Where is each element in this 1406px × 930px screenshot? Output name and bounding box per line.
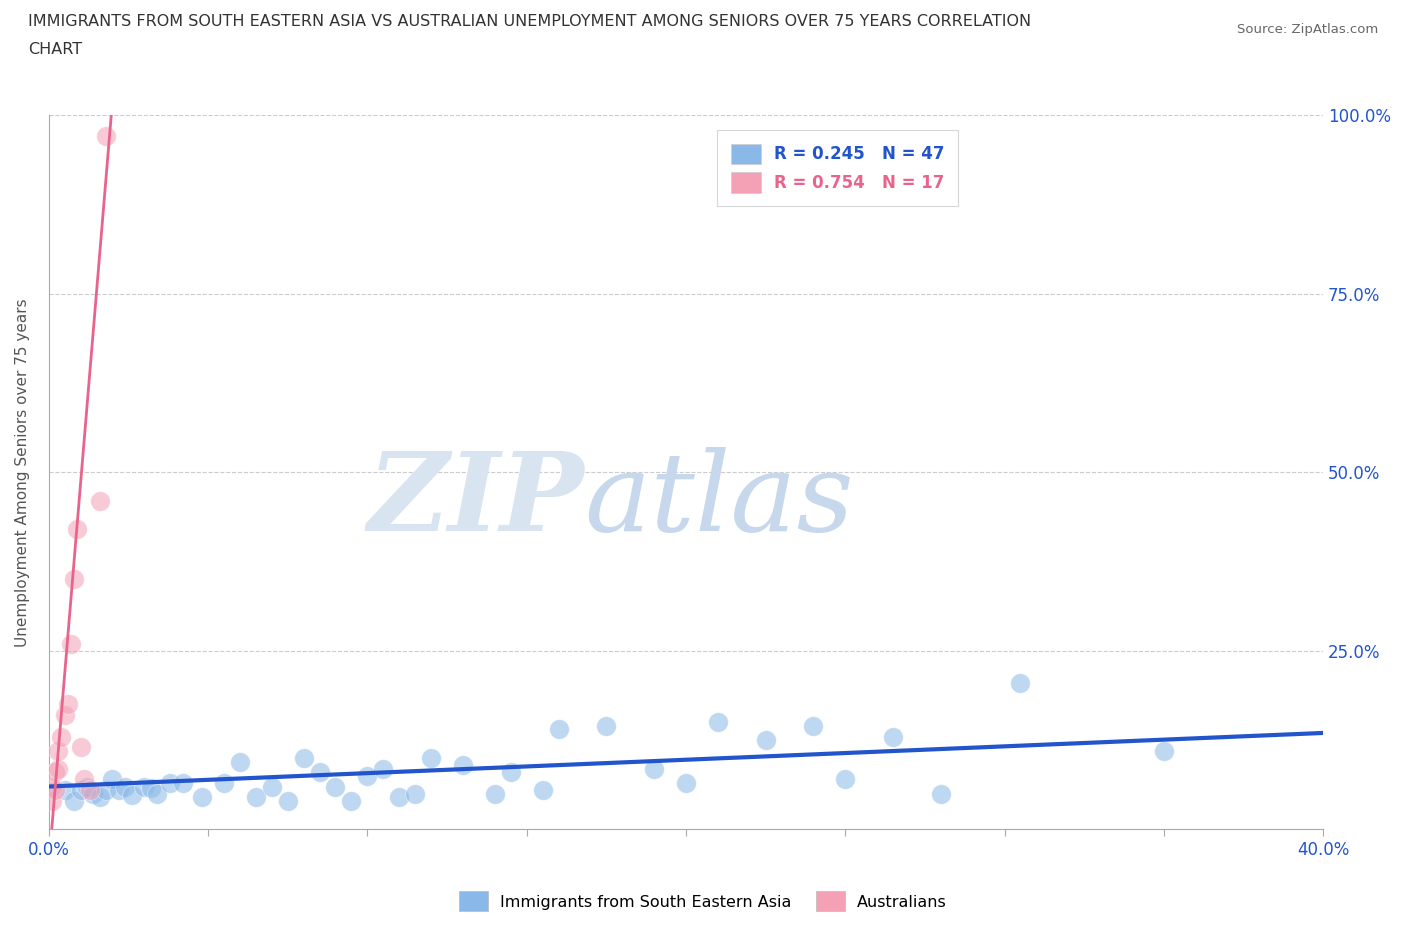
Point — [41, 793, 63, 808]
Point — [101, 772, 124, 787]
Point — [260, 779, 283, 794]
Y-axis label: Unemployment Among Seniors over 75 years: Unemployment Among Seniors over 75 years — [15, 298, 30, 646]
Point — [643, 762, 665, 777]
Text: atlas: atlas — [583, 447, 853, 554]
Point — [63, 793, 86, 808]
Point — [139, 780, 162, 795]
Point — [94, 783, 117, 798]
Point — [308, 764, 330, 779]
Point — [41, 779, 63, 794]
Point — [803, 718, 825, 733]
Point — [245, 790, 267, 804]
Point — [134, 779, 156, 794]
Point — [121, 788, 143, 803]
Point — [146, 786, 169, 801]
Text: CHART: CHART — [28, 42, 82, 57]
Point — [44, 783, 66, 798]
Point — [340, 793, 363, 808]
Point — [69, 783, 91, 798]
Point — [356, 768, 378, 783]
Point — [547, 722, 569, 737]
Point — [56, 697, 79, 711]
Text: ZIP: ZIP — [367, 447, 583, 554]
Point — [79, 783, 101, 798]
Point — [69, 739, 91, 754]
Point — [707, 715, 730, 730]
Point — [89, 790, 111, 804]
Point — [388, 790, 411, 804]
Point — [404, 786, 426, 801]
Point — [595, 718, 617, 733]
Point — [114, 779, 136, 794]
Point — [190, 790, 212, 804]
Point — [82, 786, 104, 801]
Point — [212, 776, 235, 790]
Point — [834, 772, 856, 787]
Point — [277, 793, 299, 808]
Point — [76, 779, 98, 794]
Point — [108, 783, 131, 798]
Point — [292, 751, 315, 765]
Point — [929, 786, 952, 801]
Point — [46, 762, 69, 777]
Text: Source: ZipAtlas.com: Source: ZipAtlas.com — [1237, 23, 1378, 36]
Point — [451, 758, 474, 773]
Point — [325, 779, 347, 794]
Point — [1153, 743, 1175, 758]
Point — [51, 729, 73, 744]
Point — [73, 772, 96, 787]
Point — [66, 522, 89, 537]
Point — [172, 776, 194, 790]
Point — [882, 729, 904, 744]
Legend: R = 0.245   N = 47, R = 0.754   N = 17: R = 0.245 N = 47, R = 0.754 N = 17 — [717, 130, 957, 206]
Point — [46, 743, 69, 758]
Point — [1010, 675, 1032, 690]
Point — [229, 754, 252, 769]
Point — [499, 764, 522, 779]
Point — [373, 762, 395, 777]
Point — [63, 572, 86, 587]
Point — [94, 129, 117, 144]
Point — [484, 786, 506, 801]
Point — [420, 751, 443, 765]
Point — [53, 708, 76, 723]
Point — [159, 776, 181, 790]
Legend: Immigrants from South Eastern Asia, Australians: Immigrants from South Eastern Asia, Aust… — [453, 885, 953, 917]
Point — [44, 764, 66, 779]
Text: IMMIGRANTS FROM SOUTH EASTERN ASIA VS AUSTRALIAN UNEMPLOYMENT AMONG SENIORS OVER: IMMIGRANTS FROM SOUTH EASTERN ASIA VS AU… — [28, 14, 1031, 29]
Point — [755, 733, 778, 748]
Point — [675, 776, 697, 790]
Point — [89, 493, 111, 508]
Point — [60, 636, 83, 651]
Point — [531, 783, 554, 798]
Point — [53, 783, 76, 798]
